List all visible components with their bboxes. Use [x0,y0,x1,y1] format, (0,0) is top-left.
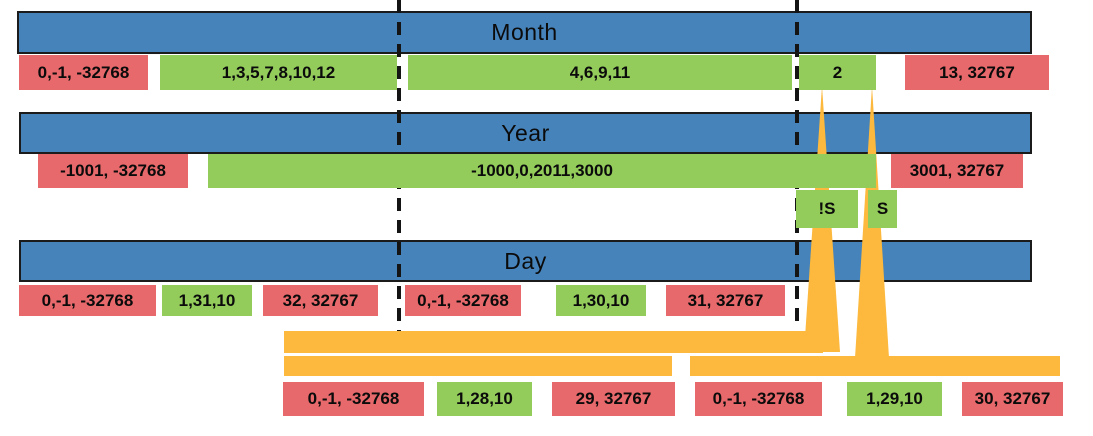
day30-invalid-high-box: 31, 32767 [666,285,785,316]
day30-valid-box: 1,30,10 [556,285,646,316]
day-bar-title: Day [504,247,547,274]
leap-year-box: S [868,190,897,228]
not-leap-year-box: !S [796,190,858,228]
feb-connector-rail [284,331,823,353]
month-bar: Month [17,11,1032,54]
feb29-rail [690,356,1060,376]
feb29-invalid-low-box: 0,-1, -32768 [695,382,822,416]
feb28-rail [284,356,672,376]
year-valid-box: -1000,0,2011,3000 [208,154,876,188]
year-invalid-high-box: 3001, 32767 [891,154,1023,188]
day-bar: Day [19,240,1032,282]
year-bar-title: Year [501,119,550,146]
feb28-invalid-high-box: 29, 32767 [552,382,675,416]
month-bar-title: Month [491,19,558,45]
year-invalid-low-box: -1001, -32768 [38,154,188,188]
month-february-box: 2 [799,55,876,90]
month-invalid-low-box: 0,-1, -32768 [19,55,148,90]
day30-invalid-low-box: 0,-1, -32768 [405,285,521,316]
feb29-valid-box: 1,29,10 [847,382,942,416]
day31-invalid-high-box: 32, 32767 [263,285,378,316]
feb28-invalid-low-box: 0,-1, -32768 [283,382,424,416]
month-31day-box: 1,3,5,7,8,10,12 [160,55,397,90]
day31-valid-box: 1,31,10 [162,285,252,316]
feb29-invalid-high-box: 30, 32767 [962,382,1063,416]
year-bar: Year [19,112,1032,154]
month-invalid-high-box: 13, 32767 [905,55,1049,90]
day31-invalid-low-box: 0,-1, -32768 [19,285,156,316]
month-30day-box: 4,6,9,11 [408,55,792,90]
feb28-valid-box: 1,28,10 [437,382,532,416]
